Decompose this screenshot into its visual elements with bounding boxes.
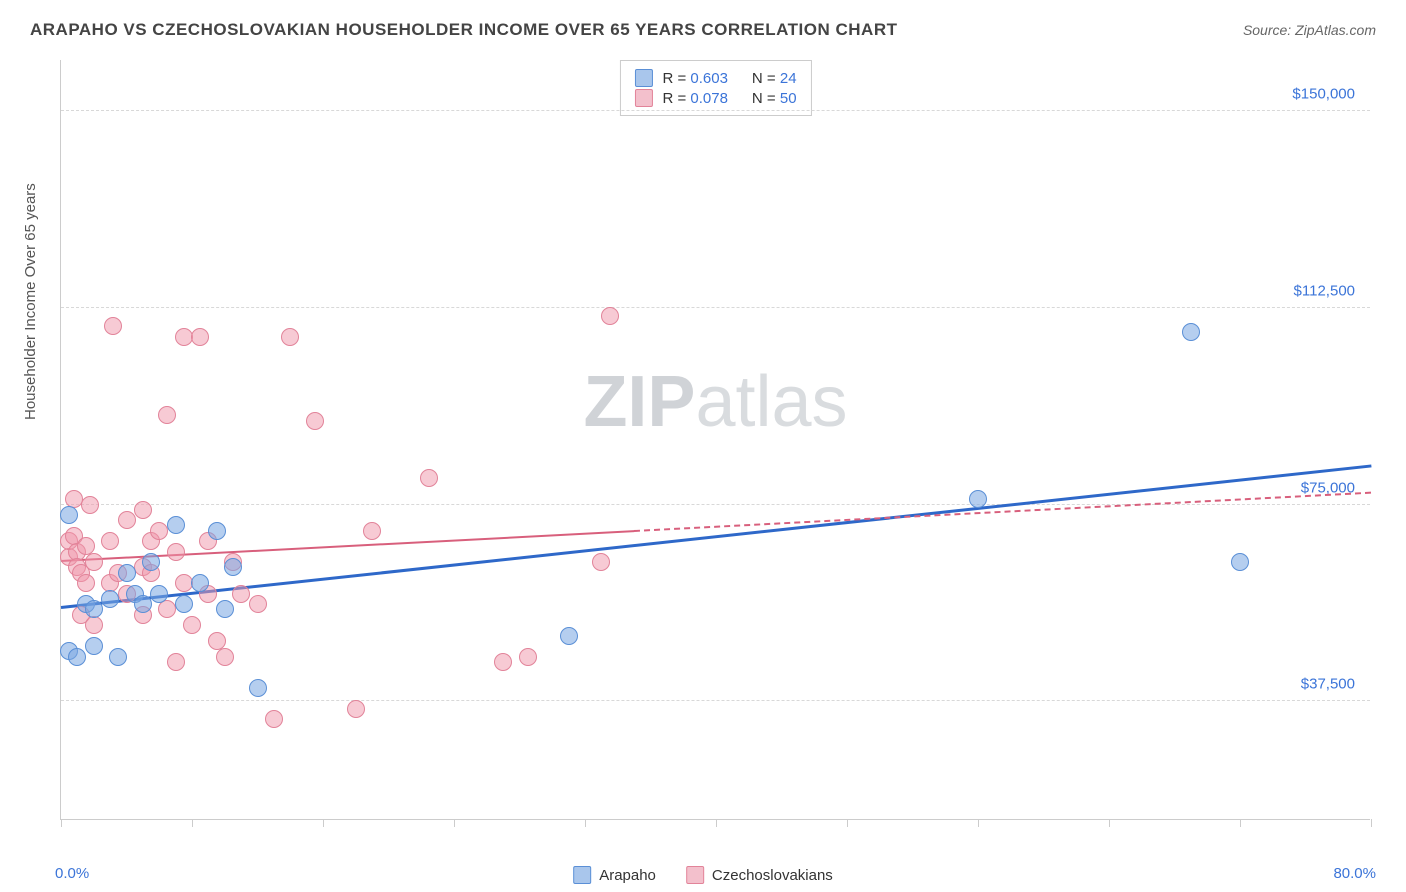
source-attribution: Source: ZipAtlas.com — [1243, 22, 1376, 38]
data-point — [494, 653, 512, 671]
data-point — [167, 653, 185, 671]
gridline — [61, 700, 1370, 701]
data-point — [420, 469, 438, 487]
data-point — [224, 558, 242, 576]
correlation-legend-row: R = 0.078 N = 50 — [634, 89, 796, 107]
data-point — [109, 648, 127, 666]
y-tick-label: $150,000 — [1292, 86, 1355, 103]
data-point — [60, 506, 78, 524]
data-point — [158, 406, 176, 424]
series-legend-item: Czechoslovakians — [686, 866, 833, 884]
data-point — [347, 700, 365, 718]
data-point — [150, 585, 168, 603]
data-point — [175, 595, 193, 613]
data-point — [216, 600, 234, 618]
data-point — [216, 648, 234, 666]
legend-swatch — [686, 866, 704, 884]
y-tick-label: $112,500 — [1294, 282, 1355, 299]
data-point — [208, 522, 226, 540]
x-tick — [1240, 819, 1241, 827]
series-legend: Arapaho Czechoslovakians — [573, 866, 833, 884]
data-point — [592, 553, 610, 571]
data-point — [85, 553, 103, 571]
x-tick — [61, 819, 62, 827]
data-point — [150, 522, 168, 540]
data-point — [85, 616, 103, 634]
x-tick — [1109, 819, 1110, 827]
data-point — [101, 532, 119, 550]
series-legend-item: Arapaho — [573, 866, 656, 884]
data-point — [77, 574, 95, 592]
correlation-legend: R = 0.603 N = 24 R = 0.078 N = 50 — [619, 60, 811, 116]
data-point — [969, 490, 987, 508]
trend-line-arapaho — [61, 465, 1371, 609]
data-point — [191, 574, 209, 592]
legend-swatch — [634, 69, 652, 87]
watermark-rest: atlas — [695, 362, 847, 442]
data-point — [1231, 553, 1249, 571]
data-point — [118, 511, 136, 529]
data-point — [560, 627, 578, 645]
data-point — [175, 328, 193, 346]
legend-n-label: N = 50 — [752, 90, 797, 107]
data-point — [601, 307, 619, 325]
data-point — [118, 564, 136, 582]
data-point — [134, 501, 152, 519]
watermark-bold: ZIP — [583, 362, 695, 442]
data-point — [519, 648, 537, 666]
series-legend-label: Arapaho — [599, 867, 656, 884]
data-point — [68, 648, 86, 666]
scatter-chart: ZIPatlas R = 0.603N = 24R = 0.078N = 50 … — [60, 60, 1370, 820]
data-point — [85, 637, 103, 655]
x-tick — [1371, 819, 1372, 827]
x-tick — [585, 819, 586, 827]
x-tick — [978, 819, 979, 827]
data-point — [167, 516, 185, 534]
trend-line-czechoslovakians — [634, 492, 1371, 532]
data-point — [249, 679, 267, 697]
data-point — [104, 317, 122, 335]
data-point — [249, 595, 267, 613]
x-tick — [192, 819, 193, 827]
legend-swatch — [634, 89, 652, 107]
data-point — [85, 600, 103, 618]
data-point — [81, 496, 99, 514]
x-axis-min-label: 0.0% — [55, 865, 89, 882]
gridline — [61, 307, 1370, 308]
title-bar: ARAPAHO VS CZECHOSLOVAKIAN HOUSEHOLDER I… — [0, 0, 1406, 50]
legend-r-label: R = 0.603 — [662, 70, 727, 87]
legend-swatch — [573, 866, 591, 884]
y-tick-label: $37,500 — [1301, 676, 1355, 693]
watermark: ZIPatlas — [583, 361, 847, 443]
data-point — [191, 328, 209, 346]
data-point — [265, 710, 283, 728]
legend-n-label: N = 24 — [752, 70, 797, 87]
data-point — [306, 412, 324, 430]
x-tick — [323, 819, 324, 827]
data-point — [1182, 323, 1200, 341]
chart-title: ARAPAHO VS CZECHOSLOVAKIAN HOUSEHOLDER I… — [30, 20, 897, 40]
data-point — [167, 543, 185, 561]
data-point — [232, 585, 250, 603]
correlation-legend-row: R = 0.603 N = 24 — [634, 69, 796, 87]
x-tick — [847, 819, 848, 827]
y-axis-label: Householder Income Over 65 years — [22, 183, 39, 420]
data-point — [101, 590, 119, 608]
data-point — [134, 595, 152, 613]
x-tick — [716, 819, 717, 827]
series-legend-label: Czechoslovakians — [712, 867, 833, 884]
data-point — [175, 574, 193, 592]
data-point — [142, 553, 160, 571]
gridline — [61, 110, 1370, 111]
data-point — [281, 328, 299, 346]
data-point — [158, 600, 176, 618]
x-tick — [454, 819, 455, 827]
data-point — [183, 616, 201, 634]
x-axis-max-label: 80.0% — [1333, 865, 1376, 882]
data-point — [363, 522, 381, 540]
legend-r-label: R = 0.078 — [662, 90, 727, 107]
